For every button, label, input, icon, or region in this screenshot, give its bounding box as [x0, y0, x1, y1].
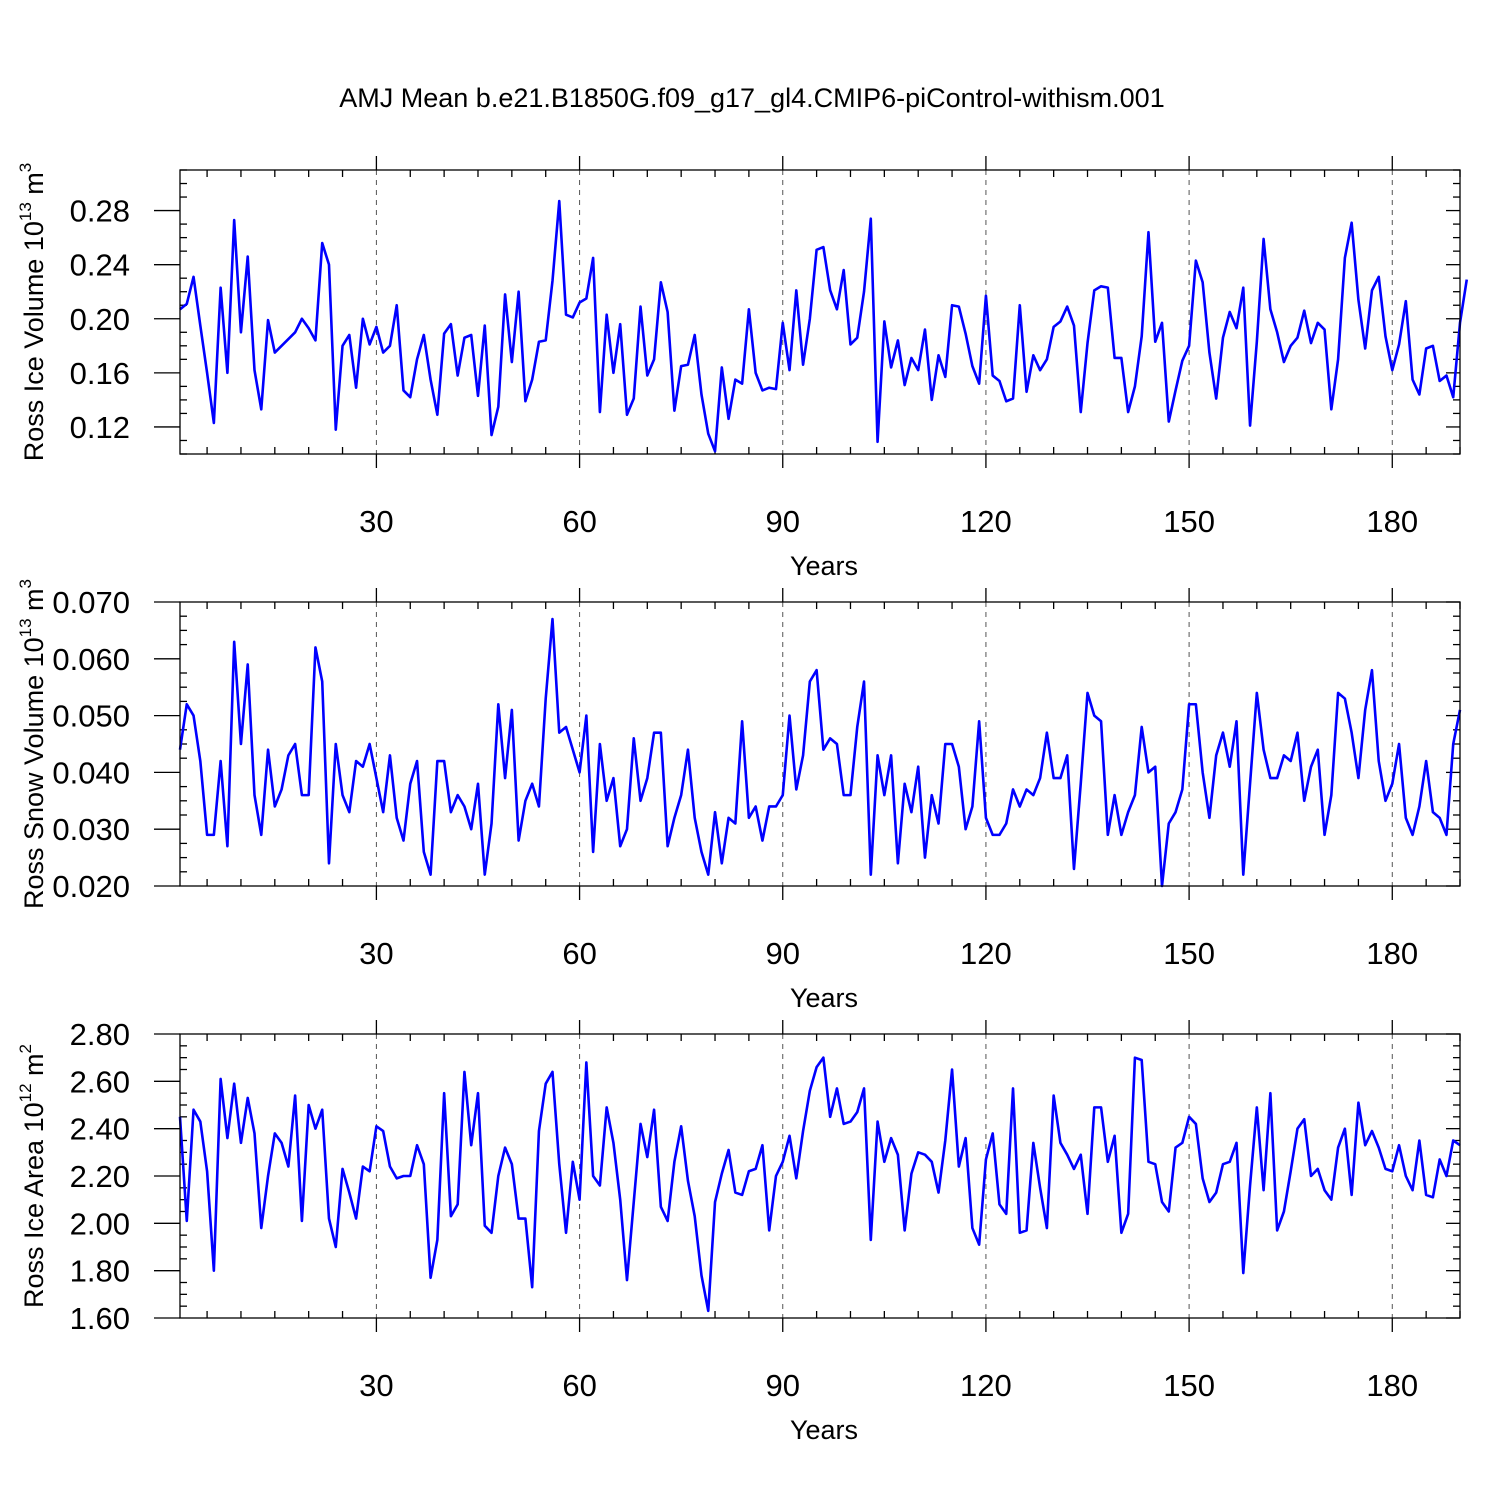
y-tick-label: 0.24 [70, 248, 130, 283]
y-tick-label: 0.060 [52, 642, 130, 677]
y-axis-label: Ross Ice Area 1012 m2 [16, 1044, 49, 1308]
x-tick-label: 30 [359, 936, 393, 971]
x-tick-label: 180 [1366, 504, 1418, 539]
y-tick-label: 0.16 [70, 356, 130, 391]
x-tick-label: 150 [1163, 936, 1215, 971]
x-tick-label: 120 [960, 936, 1012, 971]
y-tick-label: 0.28 [70, 194, 130, 229]
panel-2: 30 60 90 120 150 180 0.020 0.030 0.040 0.050 0.060… [16, 579, 1462, 1013]
x-tick-label: 120 [960, 1368, 1012, 1403]
x-tick-label: 180 [1366, 1368, 1418, 1403]
y-tick-label: 0.040 [52, 755, 130, 790]
y-tick-label: 1.60 [70, 1301, 130, 1336]
panel-3: 30 60 90 120 150 180 1.60 1.80 2.00 2.20 2.40 2.60 2… [16, 1017, 1461, 1445]
y-tick-label: 2.00 [70, 1206, 130, 1241]
x-tick-label: 60 [562, 936, 596, 971]
x-tick-label: 90 [766, 504, 800, 539]
y-tick-label: 2.20 [70, 1159, 130, 1194]
x-tick-label: 150 [1163, 1368, 1215, 1403]
series-line [178, 617, 1462, 888]
x-tick-label: 120 [960, 504, 1012, 539]
series-line [178, 1056, 1461, 1313]
x-axis-label: Years [790, 551, 858, 581]
y-tick-label: 1.80 [70, 1254, 130, 1289]
panel-1: 30 60 90 120 150 180 0.12 0.16 0.20 0.24 0.28 Years… [16, 156, 1469, 581]
y-axis-label: Ross Ice Volume 1013 m3 [16, 163, 49, 462]
x-axis-label: Years [790, 1415, 858, 1445]
x-tick-label: 30 [359, 504, 393, 539]
panels: 30 60 90 120 150 180 0.12 0.16 0.20 0.24 0.28 Years… [16, 156, 1469, 1445]
x-axis-label: Years [790, 983, 858, 1013]
figure-title: AMJ Mean b.e21.B1850G.f09_g17_gl4.CMIP6-… [339, 83, 1164, 113]
y-tick-label: 2.80 [70, 1017, 130, 1052]
y-tick-label: 2.40 [70, 1112, 130, 1147]
y-tick-label: 0.070 [52, 585, 130, 620]
plot-frame [179, 1033, 1461, 1319]
x-tick-label: 180 [1366, 936, 1418, 971]
y-tick-label: 0.020 [52, 869, 130, 904]
x-tick-label: 90 [766, 1368, 800, 1403]
y-axis-label: Ross Snow Volume 1013 m3 [16, 579, 49, 909]
y-tick-label: 2.60 [70, 1064, 130, 1099]
x-tick-label: 60 [562, 1368, 596, 1403]
y-tick-label: 0.030 [52, 812, 130, 847]
x-tick-label: 30 [359, 1368, 393, 1403]
plot-frame [179, 601, 1461, 887]
plot-frame [179, 169, 1461, 455]
y-tick-label: 0.12 [70, 410, 130, 445]
series-line [179, 199, 1469, 453]
y-tick-label: 0.050 [52, 699, 130, 734]
y-tick-label: 0.20 [70, 302, 130, 337]
x-tick-label: 60 [562, 504, 596, 539]
x-tick-label: 90 [766, 936, 800, 971]
x-tick-label: 150 [1163, 504, 1215, 539]
